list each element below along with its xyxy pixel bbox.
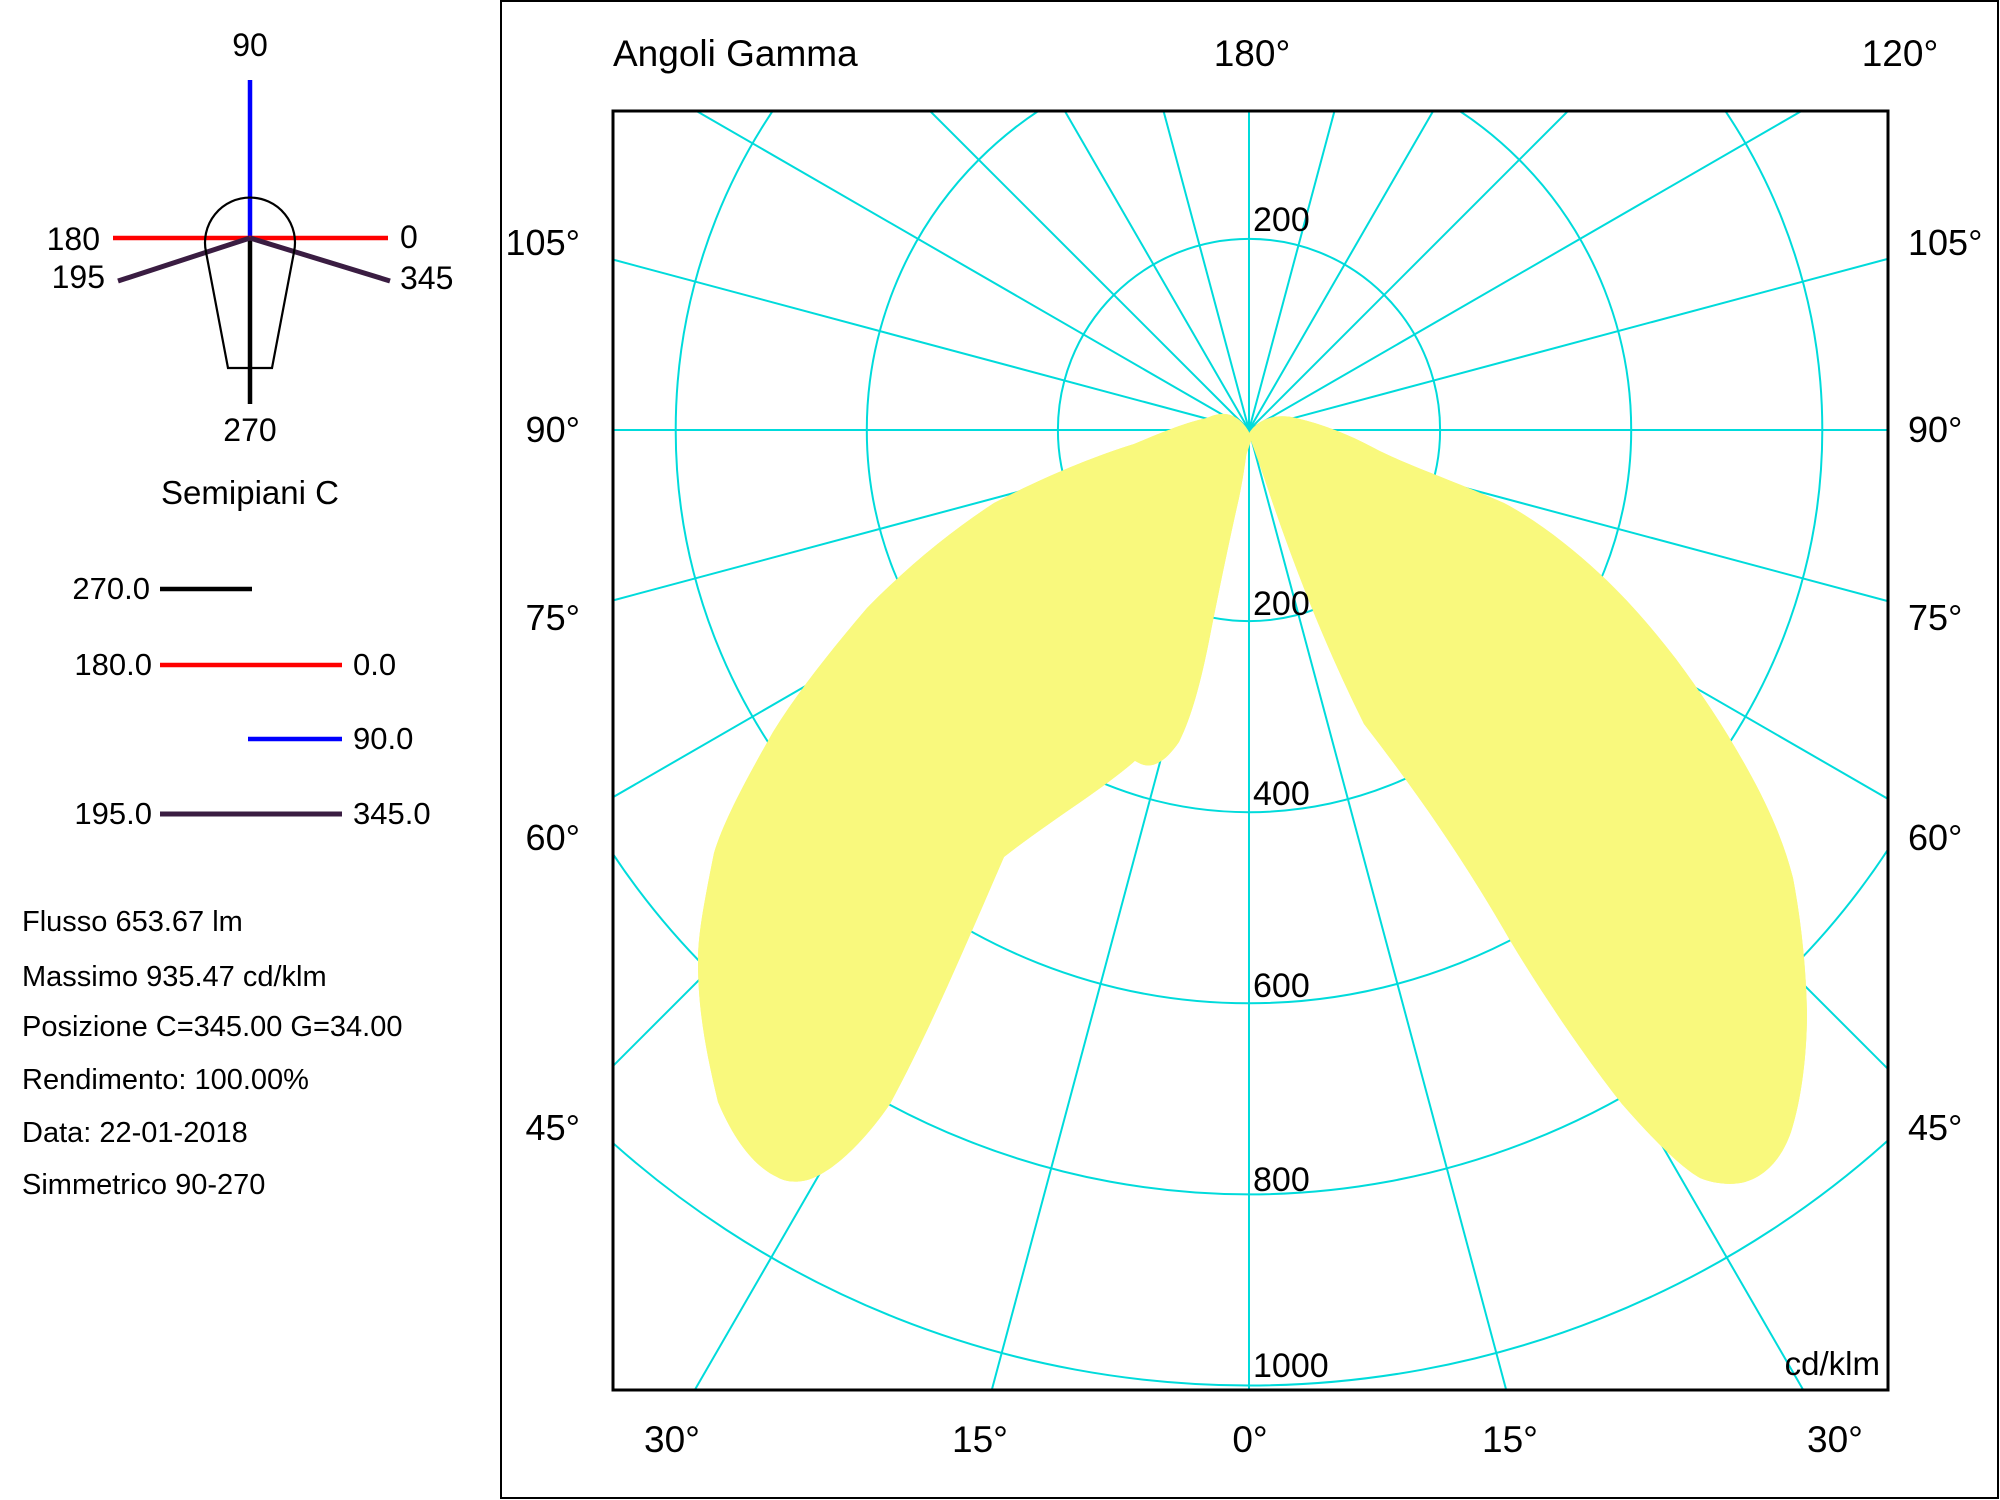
legend-row-270: 270.0 <box>72 571 252 606</box>
value-label-600: 600 <box>1253 967 1310 1005</box>
grid-ray <box>613 429 1250 602</box>
icon-label-90: 90 <box>232 27 268 63</box>
grid-ray <box>694 111 1250 431</box>
grid-ray <box>1063 111 1250 431</box>
right-label-105: 105° <box>1908 222 1982 263</box>
value-label-200-top: 200 <box>1253 201 1310 239</box>
right-label-45: 45° <box>1908 1107 1962 1148</box>
top-label-180: 180° <box>1214 33 1291 74</box>
left-label-45: 45° <box>526 1107 580 1148</box>
info-flusso: Flusso 653.67 lm <box>22 906 243 938</box>
photometric-info-block: Flusso 653.67 lm Massimo 935.47 cd/klm P… <box>22 906 403 1201</box>
right-label-75: 75° <box>1908 597 1962 638</box>
gamma-angle-labels: Angoli Gamma 180° 120° 105° 90° 75° 60° … <box>506 33 1983 1460</box>
plane-345-line <box>249 235 391 284</box>
grid-ray <box>1248 111 1570 431</box>
grid-ray <box>1248 111 1336 431</box>
left-label-60: 60° <box>526 817 580 858</box>
right-label-90: 90° <box>1908 409 1962 450</box>
semipiani-title: Semipiani C <box>161 474 339 511</box>
left-label-75: 75° <box>526 597 580 638</box>
legend-label: 270.0 <box>72 571 150 606</box>
luminaire-bulb-icon <box>203 196 297 370</box>
grid-ray <box>1248 429 1508 1390</box>
bottom-label-0: 0° <box>1232 1419 1267 1460</box>
grid-ray <box>613 258 1250 431</box>
grid-ray <box>1248 429 1888 603</box>
grid-circle <box>1056 237 1442 623</box>
legend-row-180-0: 180.0 0.0 <box>74 647 396 682</box>
grid-ray <box>928 111 1250 431</box>
grid-circle <box>674 111 1824 1005</box>
top-label-120: 120° <box>1862 33 1939 74</box>
radial-value-labels: 200 200 400 600 800 1000 cd/klm <box>1253 201 1880 1385</box>
plane-195-line <box>117 235 251 284</box>
grid-circle <box>865 111 1633 814</box>
bottom-label-30-right: 30° <box>1807 1419 1863 1460</box>
bottom-label-30-left: 30° <box>644 1419 700 1460</box>
legend-label: 180.0 <box>74 647 152 682</box>
left-label-90: 90° <box>526 409 580 450</box>
info-data: Data: 22-01-2018 <box>22 1117 248 1149</box>
grid-ray <box>1248 257 1888 431</box>
legend-row-90: 90.0 <box>248 721 413 756</box>
info-massimo: Massimo 935.47 cd/klm <box>22 961 327 993</box>
semiplane-orientation-icon: 90 180 0 195 345 270 <box>47 27 454 448</box>
right-label-60: 60° <box>1908 817 1962 858</box>
grid-circle <box>613 1138 1888 1387</box>
grid-ray <box>1248 111 1435 431</box>
grid-circle <box>613 847 1888 1196</box>
info-rendimento: Rendimento: 100.00% <box>22 1064 309 1096</box>
value-label-1000: 1000 <box>1253 1347 1329 1385</box>
value-label-200: 200 <box>1253 585 1310 623</box>
grid-ray <box>1162 111 1250 431</box>
icon-label-0: 0 <box>400 219 418 255</box>
legend-label: 90.0 <box>353 721 413 756</box>
grid-ray <box>1248 111 1804 431</box>
bottom-label-15-right: 15° <box>1482 1419 1538 1460</box>
icon-label-195: 195 <box>52 259 105 295</box>
value-label-800: 800 <box>1253 1161 1310 1199</box>
chart-panel-frame <box>500 0 1999 1499</box>
legend-row-195-345: 195.0 345.0 <box>74 796 430 831</box>
info-simmetrico: Simmetrico 90-270 <box>22 1169 265 1201</box>
bottom-label-15-left: 15° <box>952 1419 1008 1460</box>
legend-label: 0.0 <box>353 647 396 682</box>
plane-legend: 270.0 180.0 0.0 90.0 195.0 345.0 <box>72 571 430 831</box>
left-label-105: 105° <box>506 222 580 263</box>
icon-label-270: 270 <box>223 412 276 448</box>
icon-label-345: 345 <box>400 260 453 296</box>
unit-label-cdklm: cd/klm <box>1785 1345 1880 1382</box>
legend-label: 195.0 <box>74 796 152 831</box>
info-posizione: Posizione C=345.00 G=34.00 <box>22 1011 403 1043</box>
chart-title: Angoli Gamma <box>613 33 858 74</box>
value-label-400: 400 <box>1253 775 1310 813</box>
legend-label: 345.0 <box>353 796 431 831</box>
polar-plot-border <box>611 109 1890 1392</box>
icon-label-180: 180 <box>47 221 100 257</box>
